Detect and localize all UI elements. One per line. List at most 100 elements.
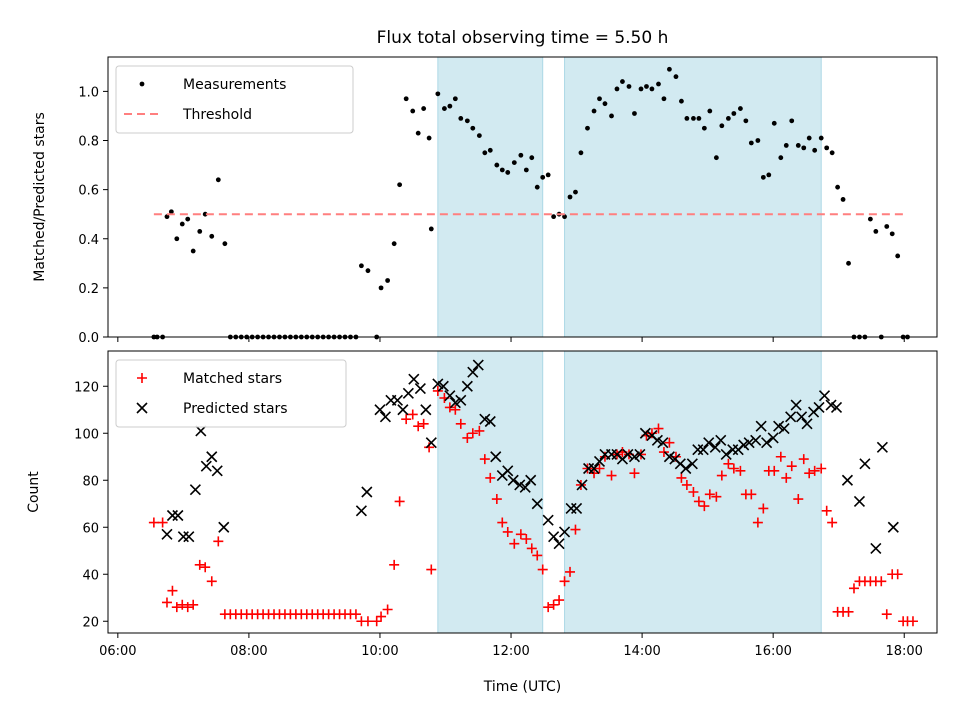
data-point	[750, 434, 762, 446]
data-point	[567, 194, 573, 200]
data-point	[444, 390, 456, 402]
data-point	[760, 174, 766, 180]
data-point	[585, 125, 590, 131]
data-point	[472, 359, 484, 371]
data-point	[529, 155, 535, 161]
data-point	[766, 172, 772, 178]
data-point	[801, 145, 807, 151]
data-point	[827, 517, 838, 528]
data-point	[716, 470, 727, 481]
data-point	[376, 611, 387, 622]
data-point	[519, 481, 531, 493]
shaded-interval	[564, 56, 822, 338]
data-point	[183, 531, 195, 543]
data-point	[455, 418, 466, 429]
y-tick-label: 0.0	[78, 331, 99, 346]
data-point	[771, 120, 777, 126]
data-point	[644, 84, 649, 89]
data-point	[634, 448, 646, 460]
data-point	[715, 434, 727, 446]
data-point	[494, 162, 500, 168]
data-point	[189, 484, 201, 496]
data-point	[551, 214, 557, 220]
data-point	[467, 428, 478, 439]
data-point	[892, 569, 903, 580]
data-point	[525, 474, 537, 486]
data-point	[727, 444, 739, 456]
data-point	[769, 465, 780, 476]
data-point	[622, 448, 634, 460]
data-point	[166, 509, 179, 522]
x-axis-label: Time (UTC)	[483, 679, 561, 695]
data-point	[680, 462, 692, 475]
data-point	[843, 606, 854, 617]
data-point	[479, 413, 491, 425]
plot-frame	[107, 350, 938, 634]
data-point	[484, 415, 496, 428]
data-point	[570, 502, 583, 515]
data-point	[432, 385, 443, 396]
legend: Matched stars Predicted stars	[115, 359, 347, 428]
data-point	[801, 418, 813, 430]
data-point	[553, 538, 565, 550]
data-point	[840, 197, 846, 202]
data-point	[545, 172, 551, 178]
data-point	[785, 411, 797, 423]
data-point	[505, 170, 511, 175]
data-point	[502, 465, 514, 477]
y-tick-label: 120	[74, 380, 99, 395]
top-panel: 0.0 0.2 0.4 0.6 0.8 1.0 Matched/Predicted star…	[32, 28, 938, 346]
data-point	[859, 458, 871, 470]
data-point	[188, 599, 199, 610]
data-point	[200, 562, 211, 573]
data-point	[889, 231, 895, 237]
data-point	[491, 494, 502, 505]
data-point	[497, 517, 508, 528]
data-point	[374, 404, 386, 416]
data-point	[185, 216, 191, 222]
data-point	[723, 458, 734, 469]
data-point	[537, 564, 548, 575]
data-point	[462, 432, 473, 443]
y-tick-label: 20	[82, 615, 99, 630]
data-point	[816, 463, 827, 474]
bottom-panel: 20 40 60 80 100 120 06:00 08:00 10:00 12:00 14:00 1…	[26, 350, 938, 695]
data-point	[523, 167, 529, 173]
data-point	[403, 96, 409, 102]
data-point	[371, 616, 382, 627]
data-point	[829, 150, 835, 156]
data-point	[534, 184, 540, 190]
data-point	[873, 228, 879, 234]
data-point	[449, 397, 461, 409]
data-point	[514, 479, 526, 491]
data-point	[171, 602, 182, 613]
data-point	[543, 602, 554, 613]
data-point	[474, 425, 485, 436]
data-point	[876, 576, 887, 587]
data-point	[821, 505, 832, 516]
data-point	[482, 150, 488, 156]
data-point	[657, 437, 669, 449]
data-point	[713, 155, 719, 161]
data-point	[499, 167, 505, 173]
data-point	[190, 248, 196, 254]
data-point	[426, 135, 432, 141]
data-point	[179, 221, 185, 227]
data-point	[511, 160, 517, 166]
data-point	[907, 616, 918, 627]
data-point	[182, 602, 193, 613]
legend: Measurements Threshold	[115, 65, 354, 134]
data-point	[758, 503, 769, 514]
data-point	[835, 184, 841, 190]
data-point	[407, 409, 418, 420]
data-point	[720, 448, 732, 460]
data-point	[172, 509, 184, 522]
data-point	[778, 422, 790, 435]
data-point	[824, 145, 830, 151]
data-point	[783, 143, 789, 148]
data-point	[532, 550, 543, 561]
data-point	[884, 224, 890, 229]
data-point	[767, 432, 779, 444]
data-point	[565, 502, 577, 515]
